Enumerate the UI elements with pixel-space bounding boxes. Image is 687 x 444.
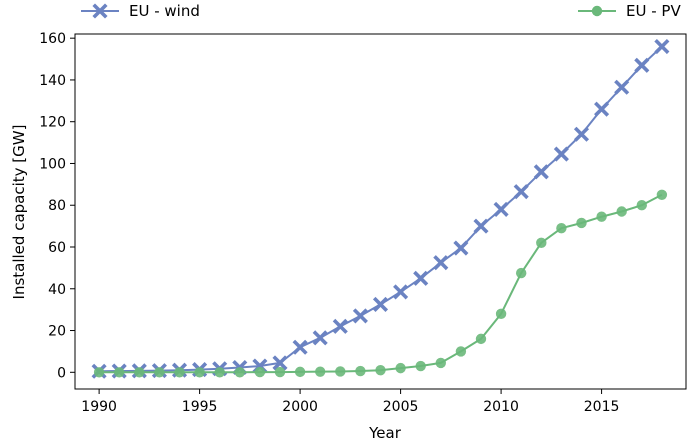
data-point-pv (636, 200, 647, 211)
legend-pv-label: EU - PV (626, 2, 681, 20)
data-point-pv (435, 357, 446, 369)
y-tick-label: 80 (48, 198, 66, 214)
data-point-wind (513, 184, 529, 200)
y-tick-label: 0 (57, 365, 66, 381)
data-point-pv (254, 366, 266, 378)
y-axis-label: Installed capacity [GW] (10, 125, 28, 300)
legend-wind-marker (92, 3, 108, 19)
y-axis-ticks: 0 20 40 60 80 100 120 140 160 (39, 31, 75, 381)
data-point-pv (93, 367, 105, 378)
data-point-pv (154, 367, 165, 378)
legend-item-wind: EU - wind (81, 2, 200, 20)
y-tick-label: 60 (48, 240, 66, 256)
data-point-pv (395, 362, 406, 374)
data-point-wind (413, 270, 429, 286)
data-point-pv (335, 366, 346, 377)
data-point-wind (453, 240, 469, 256)
plot-frame (74, 33, 687, 390)
y-tick-label: 140 (39, 73, 66, 89)
data-point-pv (294, 366, 306, 378)
data-point-wind (473, 218, 489, 234)
data-point-wind (393, 284, 409, 300)
data-point-wind (594, 101, 610, 117)
data-point-wind (352, 308, 368, 324)
legend-item-pv: EU - PV (578, 2, 681, 20)
data-point-pv (194, 367, 205, 378)
data-point-pv (315, 366, 326, 377)
data-point-wind (654, 38, 670, 55)
data-point-wind (493, 201, 509, 217)
data-point-pv (515, 267, 527, 279)
data-point-pv (234, 367, 246, 378)
data-point-wind (573, 126, 590, 142)
y-tick-label: 160 (39, 31, 66, 47)
x-axis-label: Year (368, 424, 402, 442)
data-point-wind (272, 355, 288, 371)
data-point-pv (274, 366, 286, 378)
x-tick-label: 2005 (383, 399, 419, 415)
data-point-wind (433, 255, 449, 271)
legend-wind-label: EU - wind (129, 2, 200, 20)
data-point-pv (214, 367, 225, 378)
data-point-wind (533, 164, 549, 180)
data-point-pv (536, 237, 547, 249)
series-layer (91, 38, 670, 379)
x-tick-label: 1990 (81, 399, 117, 415)
data-point-wind (553, 146, 569, 162)
data-point-pv (415, 360, 426, 372)
data-point-pv (455, 346, 467, 357)
data-point-pv (355, 365, 366, 377)
data-point-wind (312, 330, 328, 346)
data-point-pv (134, 367, 145, 378)
data-point-pv (174, 367, 185, 378)
data-point-pv (375, 365, 386, 376)
data-point-wind (372, 296, 389, 312)
x-tick-label: 2015 (584, 399, 620, 415)
x-axis-ticks: 1990 1995 2000 2005 2010 2015 (81, 389, 619, 415)
y-tick-label: 100 (39, 156, 66, 172)
x-tick-label: 1995 (182, 399, 218, 415)
data-point-pv (114, 367, 125, 378)
data-point-wind (614, 79, 630, 95)
x-tick-label: 2010 (483, 399, 519, 415)
data-point-pv (656, 189, 668, 200)
series-line-wind (99, 45, 663, 373)
data-point-pv (616, 206, 627, 217)
data-point-wind (292, 339, 308, 355)
y-tick-label: 20 (48, 324, 66, 340)
data-point-wind (332, 318, 348, 334)
legend-pv-marker (591, 5, 603, 17)
data-point-wind (634, 57, 650, 73)
data-point-pv (596, 211, 607, 222)
data-point-pv (495, 308, 507, 320)
legend: EU - wind EU - PV (81, 2, 681, 20)
data-point-pv (556, 223, 567, 234)
y-tick-label: 40 (48, 282, 66, 298)
x-tick-label: 2000 (282, 399, 318, 415)
data-point-pv (576, 217, 587, 229)
data-point-pv (475, 333, 487, 345)
y-tick-label: 120 (39, 115, 66, 131)
